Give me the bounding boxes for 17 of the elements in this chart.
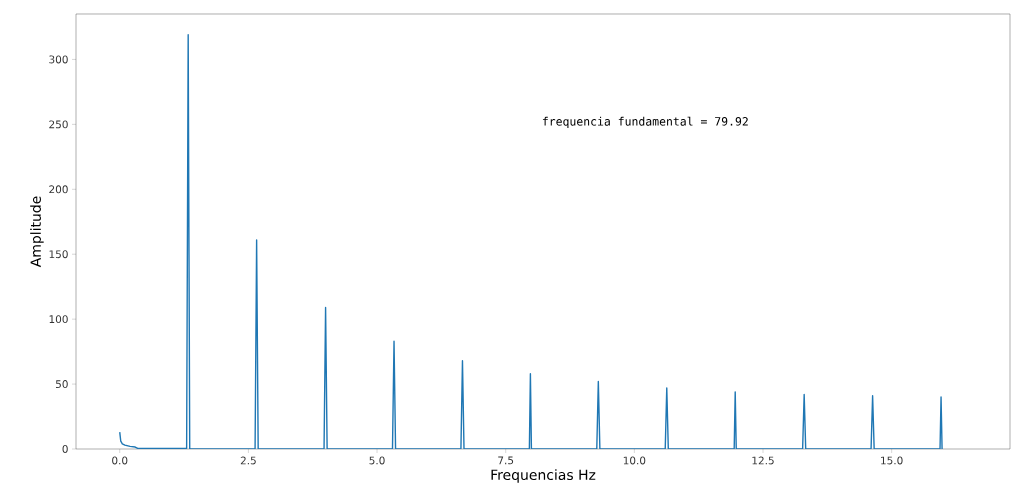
y-tick-label: 200: [49, 185, 68, 194]
x-tick-label: 15.0: [881, 456, 903, 465]
x-tick-label: 0.0: [112, 456, 128, 465]
x-tick-label: 10.0: [623, 456, 646, 465]
annotation: frequencia fundamental = 79.92: [542, 116, 748, 128]
x-tick-label: 2.5: [240, 456, 256, 465]
x-tick-label: 7.5: [498, 456, 514, 465]
y-tick-label: 250: [49, 120, 68, 129]
x-tick-label: 5.0: [369, 456, 385, 465]
y-tick-label: 0: [62, 445, 68, 453]
y-tick-label: 150: [49, 250, 68, 259]
x-tick-label: 12.5: [752, 456, 774, 465]
y-tick-label: 50: [55, 380, 68, 389]
x-axis-title: Frequencias Hz: [491, 469, 596, 483]
y-axis-title: Amplitude: [30, 196, 44, 268]
y-tick-label: 100: [49, 315, 68, 324]
y-tick-label: 300: [49, 55, 68, 64]
